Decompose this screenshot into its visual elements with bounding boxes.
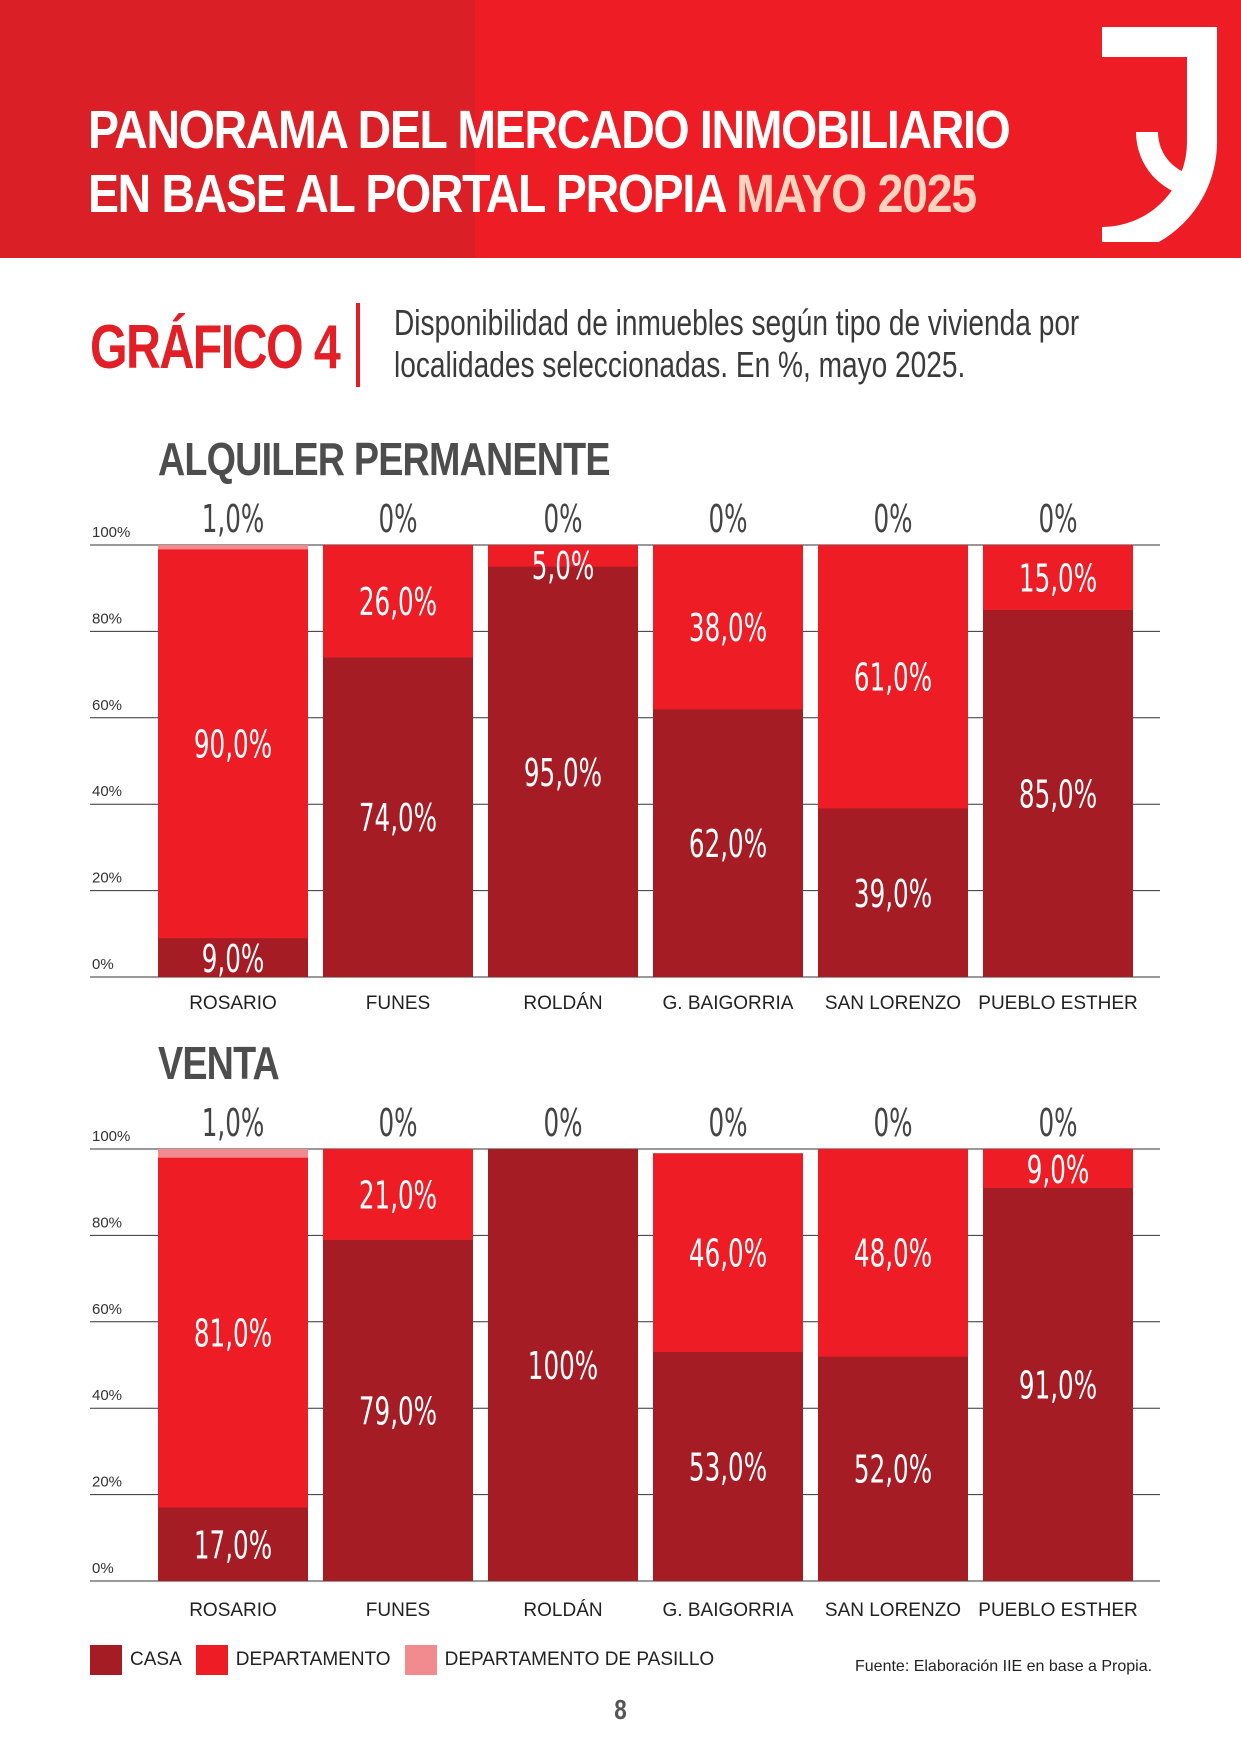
category-label-alquiler-permanente-funes: FUNES xyxy=(366,993,430,1014)
legend-label-pasillo: DEPARTAMENTO DE PASILLO xyxy=(444,1649,715,1670)
data-label-alquiler-permanente-g-baigorria-casa: 62,0% xyxy=(689,822,767,867)
bar-segment-alquiler-permanente-san-lorenzo-departamento xyxy=(818,545,968,809)
figure-separator xyxy=(356,303,360,387)
figure-description-line-1: Disponibilidad de inmuebles según tipo d… xyxy=(394,302,1080,343)
bar-segment-alquiler-permanente-g-baigorria-departamento xyxy=(653,545,803,710)
bar-segment-alquiler-permanente-g-baigorria-casa xyxy=(653,709,803,977)
data-label-alquiler-permanente-pueblo-esther-departamento: 15,0% xyxy=(1019,556,1097,601)
header-banner: PANORAMA DEL MERCADO INMOBILIARIO EN BAS… xyxy=(0,0,1241,258)
top-label-alquiler-permanente-funes: 0% xyxy=(378,496,417,541)
legend-label-departamento: DEPARTAMENTO xyxy=(235,1649,391,1670)
bar-segment-alquiler-permanente-funes-departamento xyxy=(323,545,473,658)
y-tick-label-alquiler-permanente-80: 80% xyxy=(92,610,122,627)
bar-segment-alquiler-permanente-rosario-departamento-de-pasillo xyxy=(158,545,308,550)
legend-label-casa: CASA xyxy=(130,1649,182,1670)
data-label-alquiler-permanente-san-lorenzo-casa: 39,0% xyxy=(854,871,932,916)
category-label-alquiler-permanente-san-lorenzo: SAN LORENZO xyxy=(825,993,961,1014)
y-tick-label-alquiler-permanente-60: 60% xyxy=(92,697,122,714)
bar-segment-alquiler-permanente-roldan-departamento xyxy=(488,545,638,567)
top-label-alquiler-permanente-roldan: 0% xyxy=(543,496,582,541)
legend-item-casa: CASA xyxy=(90,1645,182,1675)
figure-description: Disponibilidad de inmuebles según tipo d… xyxy=(394,302,1079,386)
data-label-alquiler-permanente-san-lorenzo-departamento: 61,0% xyxy=(854,655,932,700)
page-title: PANORAMA DEL MERCADO INMOBILIARIO EN BAS… xyxy=(88,98,1011,226)
legend-swatch-pasillo xyxy=(404,1645,437,1675)
title-line-2: EN BASE AL PORTAL PROPIA MAYO 2025 xyxy=(88,162,1009,226)
title-line-1: PANORAMA DEL MERCADO INMOBILIARIO xyxy=(88,100,1011,160)
title-highlight: MAYO 2025 xyxy=(736,164,977,224)
data-label-alquiler-permanente-roldan-departamento: 5,0% xyxy=(532,543,595,588)
y-tick-label-alquiler-permanente-20: 20% xyxy=(92,870,122,887)
title-line-2-text: EN BASE AL PORTAL PROPIA xyxy=(88,164,726,224)
data-label-alquiler-permanente-roldan-casa: 95,0% xyxy=(524,750,602,795)
legend-swatch-departamento xyxy=(195,1645,228,1675)
category-label-alquiler-permanente-g-baigorria: G. BAIGORRIA xyxy=(663,993,794,1014)
data-label-alquiler-permanente-pueblo-esther-casa: 85,0% xyxy=(1019,772,1097,817)
legend-swatch-casa xyxy=(90,1645,122,1675)
header-dark-panel xyxy=(0,0,475,258)
chart-legend: CASA DEPARTAMENTO DEPARTAMENTO DE PASILL… xyxy=(90,1644,728,1676)
legend-item-departamento: DEPARTAMENTO xyxy=(195,1645,391,1675)
top-label-alquiler-permanente-g-baigorria: 0% xyxy=(708,496,747,541)
data-label-alquiler-permanente-g-baigorria-departamento: 38,0% xyxy=(689,606,767,651)
y-tick-label-alquiler-permanente-40: 40% xyxy=(92,783,122,800)
legend-item-pasillo: DEPARTAMENTO DE PASILLO xyxy=(404,1645,715,1675)
source-note: Fuente: Elaboración IIE en base a Propia… xyxy=(855,1658,1153,1675)
bar-segment-alquiler-permanente-roldan-casa xyxy=(488,566,638,977)
bar-segment-alquiler-permanente-funes-casa xyxy=(323,657,473,977)
bar-segment-alquiler-permanente-pueblo-esther-departamento xyxy=(983,545,1133,610)
y-tick-label-alquiler-permanente-100: 100% xyxy=(92,524,130,541)
top-label-alquiler-permanente-san-lorenzo: 0% xyxy=(873,496,912,541)
data-label-alquiler-permanente-funes-departamento: 26,0% xyxy=(359,580,437,625)
bar-segment-alquiler-permanente-san-lorenzo-casa xyxy=(818,808,968,977)
data-label-alquiler-permanente-funes-casa: 74,0% xyxy=(359,796,437,841)
brand-logo-icon xyxy=(1102,27,1217,242)
top-label-alquiler-permanente-pueblo-esther: 0% xyxy=(1038,496,1077,541)
data-label-alquiler-permanente-rosario-departamento: 90,0% xyxy=(194,722,272,767)
page-number: 8 xyxy=(614,1694,627,1725)
category-label-alquiler-permanente-rosario: ROSARIO xyxy=(189,993,277,1014)
chart-title-venta: VENTA xyxy=(158,1037,280,1089)
figure-label: GRÁFICO 4 xyxy=(90,313,341,382)
category-label-alquiler-permanente-pueblo-esther: PUEBLO ESTHER xyxy=(978,993,1137,1014)
bar-segment-alquiler-permanente-pueblo-esther-casa xyxy=(983,609,1133,977)
y-tick-label-alquiler-permanente-0: 0% xyxy=(92,956,114,973)
top-label-alquiler-permanente-rosario: 1,0% xyxy=(202,496,265,541)
data-label-alquiler-permanente-rosario-casa: 9,0% xyxy=(202,937,265,982)
chart-title-alquiler: ALQUILER PERMANENTE xyxy=(158,433,611,485)
category-label-alquiler-permanente-roldan: ROLDÁN xyxy=(523,993,602,1014)
bar-segment-alquiler-permanente-rosario-departamento xyxy=(158,549,308,939)
bar-segment-alquiler-permanente-rosario-casa xyxy=(158,938,308,977)
figure-description-line-2: localidades seleccionadas. En %, mayo 20… xyxy=(394,344,966,385)
